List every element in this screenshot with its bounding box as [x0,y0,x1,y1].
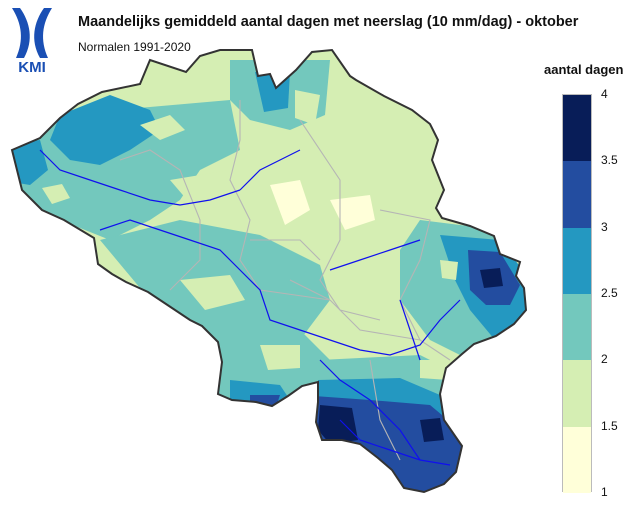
legend-tick-label: 4 [601,87,608,101]
rivers [39,149,461,466]
logo-text: KMI [18,59,46,74]
legend-tick-label: 1.5 [601,418,618,433]
legend-colorbar [562,94,592,493]
legend-tick-label: 2.5 [601,286,618,300]
legend-tick-label: 2 [601,352,608,367]
legend-tick-label: 1 [601,485,608,499]
map-subtitle: Normalen 1991-2020 [78,40,191,54]
legend-band [563,161,591,228]
legend-tick-label: 3 [601,219,608,234]
legend-band [563,360,591,427]
legend-title: aantal dagen [544,62,624,77]
precipitation-field [12,50,526,492]
legend-band [563,227,591,294]
legend-band [563,426,591,493]
country-border [10,48,528,494]
kmi-logo: KMI [12,8,52,74]
legend-band [563,95,591,162]
legend-tick-label: 3.5 [601,153,618,168]
map-title: Maandelijks gemiddeld aantal dagen met n… [78,14,579,30]
legend-band [563,294,591,361]
